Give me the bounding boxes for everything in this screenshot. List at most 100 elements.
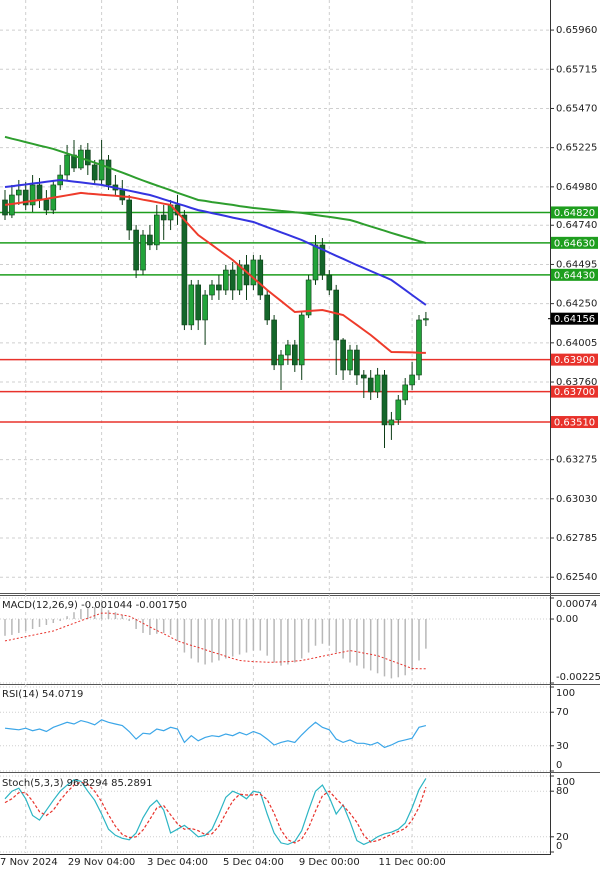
- macd-bar: [156, 619, 158, 634]
- macd-bar: [342, 619, 344, 659]
- macd-bar: [114, 612, 117, 620]
- x-tick-label: 29 Nov 04:00: [68, 857, 135, 868]
- candle-body: [278, 354, 284, 366]
- candle-body: [160, 214, 167, 221]
- macd-bar: [314, 619, 317, 646]
- macd-bar: [397, 619, 400, 678]
- candle-body: [91, 164, 98, 181]
- macd-bar: [11, 619, 13, 635]
- macd-bar: [142, 619, 144, 633]
- macd-bar: [294, 619, 296, 663]
- candle-body: [395, 399, 402, 421]
- candle-body: [250, 259, 257, 286]
- macd-bar: [87, 608, 89, 620]
- level-label: 0.63510: [554, 418, 595, 429]
- candle-body: [243, 264, 250, 286]
- macd-bar: [376, 619, 379, 674]
- candle-body: [333, 289, 340, 341]
- macd-bar: [231, 619, 234, 657]
- macd-bar: [135, 619, 137, 629]
- candle-body: [147, 234, 153, 246]
- candle-body: [367, 377, 374, 393]
- macd-bar: [280, 619, 282, 666]
- macd-bar: [300, 619, 303, 659]
- macd-bar: [356, 619, 358, 666]
- moving-average: [4, 178, 427, 306]
- macd-bar: [4, 619, 6, 636]
- y-tick-label: 0.63760: [556, 377, 597, 388]
- macd-bar: [252, 619, 255, 651]
- macd-bar: [307, 619, 310, 653]
- level-label-box: [551, 206, 598, 219]
- candle-body: [188, 284, 195, 326]
- candle-body: [264, 294, 271, 321]
- x-tick-label: 11 Dec 00:00: [378, 857, 445, 868]
- candle-body: [98, 159, 105, 181]
- macd-bar: [204, 619, 206, 665]
- x-tick-label: 9 Dec 00:00: [299, 857, 360, 868]
- macd-bar: [183, 619, 186, 653]
- macd-bar: [52, 619, 55, 623]
- y-tick-label: 0: [556, 841, 562, 852]
- macd-bar: [93, 607, 96, 620]
- y-tick-label: 20: [556, 832, 569, 843]
- macd-bar: [149, 619, 151, 635]
- macd-bar: [18, 619, 20, 633]
- candle-body: [126, 199, 132, 231]
- macd-bar: [328, 619, 331, 646]
- candle-body: [15, 189, 22, 196]
- macd-bar: [349, 619, 351, 663]
- candle-body: [29, 184, 36, 206]
- y-tick-label: 0.63275: [556, 455, 597, 466]
- macd-bar: [128, 619, 130, 622]
- y-tick-label: 0.62540: [556, 572, 597, 583]
- level-label: 0.63700: [554, 387, 595, 398]
- y-tick-label: 0.65960: [556, 25, 597, 36]
- last-price-label: 0.64156: [554, 314, 595, 325]
- candle-body: [360, 374, 367, 379]
- y-tick-label: -0.002252: [556, 672, 600, 683]
- macd-bar: [31, 619, 34, 629]
- candle-body: [36, 184, 43, 201]
- candle-body: [181, 214, 188, 326]
- macd-bar: [24, 619, 27, 631]
- candle-body: [140, 234, 146, 271]
- candle-body: [416, 319, 422, 376]
- y-tick-label: 80: [556, 786, 569, 797]
- y-tick-label: 100: [556, 688, 575, 699]
- macd-bar: [45, 619, 48, 625]
- macd-bar: [335, 619, 337, 653]
- macd-bar: [121, 615, 124, 620]
- panel-title: MACD(12,26,9) -0.001044 -0.001750: [2, 600, 187, 611]
- candle-body: [209, 284, 215, 296]
- macd-bar: [218, 619, 220, 661]
- macd-bar: [197, 619, 199, 663]
- y-tick-label: 0.64740: [556, 220, 597, 231]
- panel-title: Stoch(5,3,3) 96.8294 85.2891: [2, 778, 153, 789]
- candle-body: [202, 294, 208, 321]
- candle-body: [85, 149, 91, 166]
- candle-body: [195, 284, 201, 321]
- macd-bar: [321, 619, 324, 644]
- x-tick-label: 27 Nov 2024: [0, 857, 58, 868]
- candle-body: [354, 349, 360, 376]
- macd-bar: [80, 609, 82, 620]
- macd-bar: [390, 619, 393, 679]
- y-tick-label: 0.65470: [556, 103, 597, 114]
- level-label: 0.64630: [554, 238, 595, 249]
- macd-bar: [169, 619, 172, 635]
- y-tick-label: 0.00: [556, 614, 578, 625]
- macd-bar: [162, 619, 165, 633]
- candle-body: [298, 314, 305, 366]
- candle-body: [319, 244, 326, 276]
- candle-body: [347, 349, 353, 371]
- macd-bar: [38, 619, 41, 627]
- candle-body: [388, 419, 395, 426]
- candle-body: [229, 269, 236, 291]
- macd-bar: [225, 619, 227, 659]
- candle-body: [216, 284, 222, 291]
- moving-average: [4, 135, 427, 244]
- candle-body: [423, 318, 429, 321]
